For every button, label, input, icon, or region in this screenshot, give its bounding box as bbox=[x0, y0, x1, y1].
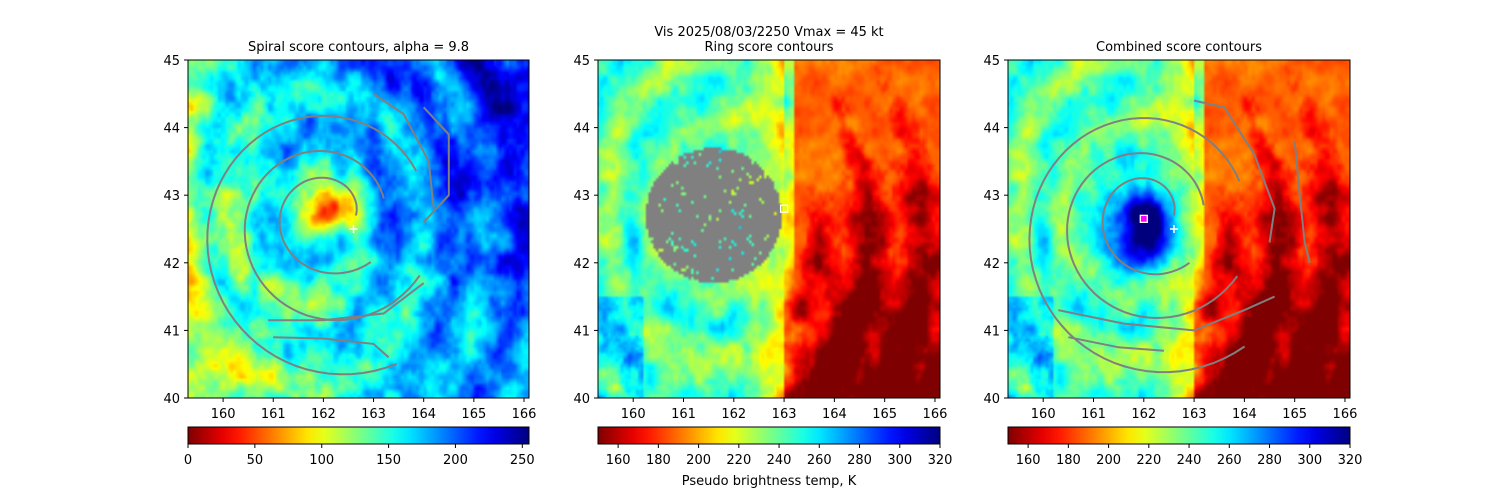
contour-line bbox=[1066, 152, 1239, 320]
heatmap-image bbox=[1008, 60, 1350, 398]
center-marker-square bbox=[779, 204, 789, 213]
center-marker-square bbox=[1139, 214, 1148, 224]
contour-line bbox=[273, 336, 390, 359]
colorbar-tick-label: 200 bbox=[1096, 453, 1121, 468]
colorbar-tick-label: 260 bbox=[807, 453, 832, 468]
x-tick-label: 160 bbox=[211, 407, 236, 422]
y-tick-label: 41 bbox=[573, 324, 590, 339]
contour-line bbox=[1101, 177, 1190, 276]
y-tick-label: 42 bbox=[163, 257, 180, 272]
contour-line bbox=[1028, 117, 1246, 374]
x-tick-label: 160 bbox=[621, 407, 646, 422]
colorbar-tick-label: 320 bbox=[928, 453, 953, 468]
x-tick-label: 166 bbox=[1333, 407, 1358, 422]
contour-line bbox=[268, 282, 425, 322]
y-tick-label: 41 bbox=[163, 324, 180, 339]
colorbar-tick-label: 100 bbox=[309, 453, 334, 468]
x-tick-label: 163 bbox=[772, 407, 797, 422]
contour-line bbox=[1068, 336, 1164, 352]
y-tick-label: 43 bbox=[983, 189, 1000, 204]
x-tick-label: 164 bbox=[822, 407, 847, 422]
contour-line bbox=[1293, 141, 1311, 264]
x-tick-label: 163 bbox=[1182, 407, 1207, 422]
x-tick-label: 165 bbox=[872, 407, 897, 422]
panel-title: Ring score contours bbox=[704, 40, 833, 55]
axes-frame bbox=[1007, 59, 1351, 399]
x-tick-label: 162 bbox=[311, 407, 336, 422]
panel-3: Combined score contours 160 161 162 163 164 16… bbox=[983, 40, 1362, 468]
y-tick-label: 43 bbox=[163, 189, 180, 204]
x-tick-label: 161 bbox=[671, 407, 696, 422]
y-tick-label: 44 bbox=[163, 122, 180, 137]
colorbar-tick-label: 220 bbox=[726, 453, 751, 468]
center-marker-plus bbox=[1169, 225, 1178, 233]
colorbar-tick-label: 160 bbox=[1016, 453, 1041, 468]
x-tick-label: 161 bbox=[1081, 407, 1106, 422]
colorbar-tick-label: 250 bbox=[510, 453, 535, 468]
heatmap-image bbox=[188, 60, 529, 398]
colorbar bbox=[1007, 426, 1351, 445]
x-tick-label: 162 bbox=[1131, 407, 1156, 422]
y-tick-label: 40 bbox=[983, 392, 1000, 407]
x-tick-label: 162 bbox=[721, 407, 746, 422]
x-tick-label: 166 bbox=[923, 407, 948, 422]
panel-2: Ring score contours 160 161 162 163 164 165 166… bbox=[573, 40, 952, 468]
contour-line bbox=[372, 92, 435, 209]
panel-1: Spiral score contours, alpha = 9.8 160 161… bbox=[163, 40, 536, 468]
x-tick-label: 161 bbox=[261, 407, 286, 422]
contour-line bbox=[1193, 99, 1276, 243]
colorbar-tick-label: 50 bbox=[247, 453, 264, 468]
contour-line bbox=[1058, 295, 1276, 332]
colorbar-tick-label: 240 bbox=[1177, 453, 1202, 468]
y-tick-label: 44 bbox=[983, 122, 1000, 137]
colorbar-tick-label: 260 bbox=[1217, 453, 1242, 468]
y-tick-label: 44 bbox=[573, 122, 590, 137]
colorbar-label: Pseudo brightness temp, K bbox=[682, 474, 857, 489]
x-tick-label: 160 bbox=[1031, 407, 1056, 422]
y-tick-label: 45 bbox=[163, 54, 180, 69]
x-tick-label: 166 bbox=[512, 407, 537, 422]
x-tick-label: 164 bbox=[411, 407, 436, 422]
colorbar-tick-label: 160 bbox=[606, 453, 631, 468]
figure-suptitle: Vis 2025/08/03/2250 Vmax = 45 kt bbox=[654, 25, 883, 40]
y-tick-label: 42 bbox=[573, 257, 590, 272]
colorbar-tick-label: 300 bbox=[887, 453, 912, 468]
axes-frame bbox=[597, 59, 941, 399]
colorbar-tick-label: 280 bbox=[847, 453, 872, 468]
colorbar-tick-label: 180 bbox=[1056, 453, 1081, 468]
y-tick-label: 40 bbox=[163, 392, 180, 407]
colorbar-tick-label: 280 bbox=[1257, 453, 1282, 468]
colorbar-tick-label: 200 bbox=[443, 453, 468, 468]
colorbar-tick-label: 150 bbox=[376, 453, 401, 468]
contour-line bbox=[243, 149, 421, 322]
colorbar-tick-label: 240 bbox=[767, 453, 792, 468]
colorbar-tick-label: 200 bbox=[686, 453, 711, 468]
colorbar bbox=[187, 426, 530, 445]
x-tick-label: 163 bbox=[361, 407, 386, 422]
contour-line bbox=[422, 106, 450, 223]
axes-frame bbox=[187, 59, 530, 399]
x-tick-label: 165 bbox=[461, 407, 486, 422]
y-tick-label: 45 bbox=[573, 54, 590, 69]
y-tick-label: 40 bbox=[573, 392, 590, 407]
colorbar-tick-label: 320 bbox=[1338, 453, 1363, 468]
colorbar-tick-label: 0 bbox=[184, 453, 192, 468]
contour-line bbox=[206, 114, 418, 376]
heatmap-image bbox=[598, 60, 940, 398]
colorbar-tick-label: 180 bbox=[646, 453, 671, 468]
y-tick-label: 45 bbox=[983, 54, 1000, 69]
x-tick-label: 165 bbox=[1282, 407, 1307, 422]
x-tick-label: 164 bbox=[1232, 407, 1257, 422]
colorbar-tick-label: 300 bbox=[1297, 453, 1322, 468]
colorbar bbox=[597, 426, 941, 445]
panel-title: Spiral score contours, alpha = 9.8 bbox=[248, 40, 469, 55]
y-tick-label: 43 bbox=[573, 189, 590, 204]
contour-line bbox=[278, 176, 372, 275]
panel-title: Combined score contours bbox=[1096, 40, 1262, 55]
center-marker-plus bbox=[349, 225, 358, 233]
colorbar-tick-label: 220 bbox=[1136, 453, 1161, 468]
y-tick-label: 42 bbox=[983, 257, 1000, 272]
y-tick-label: 41 bbox=[983, 324, 1000, 339]
